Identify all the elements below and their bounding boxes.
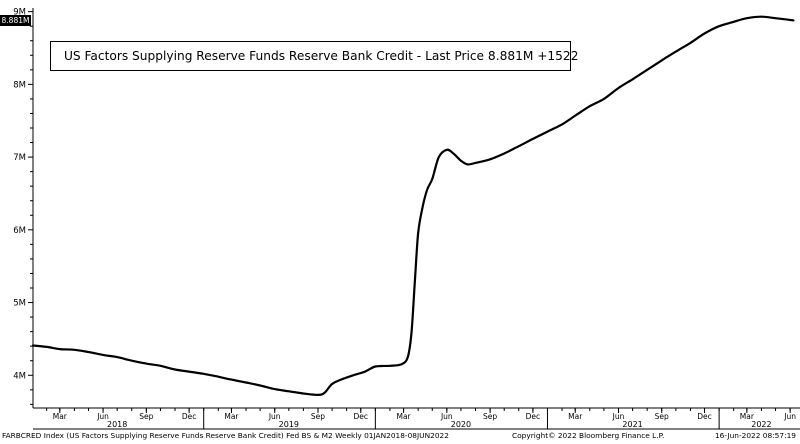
x-tick-label: Jun xyxy=(783,412,796,421)
y-tick-label: 7M xyxy=(13,153,26,163)
y-tick-label: 6M xyxy=(13,226,26,236)
last-value-badge: 8.881M xyxy=(0,14,31,26)
series-line xyxy=(31,15,795,397)
y-tick-label: 4M xyxy=(13,371,26,381)
x-tick-label: Jun xyxy=(96,412,109,421)
x-tick-label: Mar xyxy=(740,412,755,421)
x-tick-label: Sep xyxy=(311,412,325,421)
y-tick-label: 8M xyxy=(13,80,26,90)
footer-timestamp: 16-Jun-2022 08:57:19 xyxy=(714,431,796,440)
legend-label: US Factors Supplying Reserve Funds Reser… xyxy=(64,49,579,63)
footer-copyright: Copyright© 2022 Bloomberg Finance L.P. xyxy=(512,431,665,440)
x-tick-label: Sep xyxy=(139,412,153,421)
x-tick-label: Mar xyxy=(396,412,411,421)
x-tick-label: Dec xyxy=(526,412,541,421)
y-axis: 4M 5M 6M 7M 8M 9M xyxy=(13,8,34,408)
x-tick-label: Sep xyxy=(655,412,669,421)
x-tick-label: Mar xyxy=(224,412,239,421)
y-tick-label: 9M xyxy=(13,8,26,18)
x-tick-label: Jun xyxy=(268,412,281,421)
x-tick-label: Mar xyxy=(53,412,68,421)
x-tick-label: Dec xyxy=(354,412,369,421)
year-label: 2019 xyxy=(279,420,299,429)
x-tick-label: Dec xyxy=(697,412,712,421)
x-axis: Mar Jun Sep Dec Mar Jun Sep Dec Mar Jun Sep Dec Mar J… xyxy=(33,407,800,430)
y-tick-label: 5M xyxy=(13,299,26,309)
x-tick-label: Sep xyxy=(483,412,497,421)
legend: US Factors Supplying Reserve Funds Reser… xyxy=(50,41,578,71)
year-label: 2020 xyxy=(451,420,471,429)
x-tick-label: Jun xyxy=(612,412,625,421)
year-label: 2021 xyxy=(622,420,642,429)
footer-source: FARBCRED Index (US Factors Supplying Res… xyxy=(2,431,449,440)
x-tick-label: Dec xyxy=(182,412,197,421)
year-label: 2022 xyxy=(751,420,771,429)
x-tick-label: Mar xyxy=(568,412,583,421)
year-label: 2018 xyxy=(107,420,127,429)
x-tick-label: Jun xyxy=(440,412,453,421)
